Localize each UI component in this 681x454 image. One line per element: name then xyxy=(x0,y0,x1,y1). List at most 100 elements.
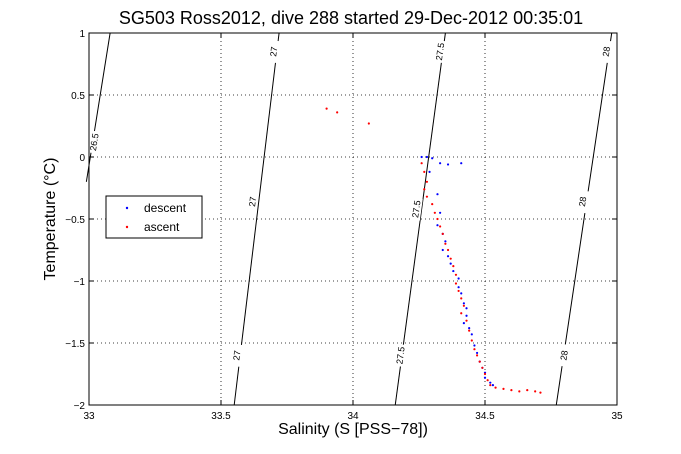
contour-label-group: 27 xyxy=(230,343,244,367)
ascent-point xyxy=(462,304,465,307)
contour-label: 27 xyxy=(247,196,258,207)
contour-label: 28 xyxy=(577,196,588,207)
axis-ticks: 33 33.5 34 34.5 35 −2 −1.5 −1 −0.5 0 0.5 1 xyxy=(65,29,623,422)
ascent-point xyxy=(433,211,436,214)
ascent-point xyxy=(441,232,444,235)
descent-point xyxy=(468,327,471,330)
legend-label-descent: descent xyxy=(144,201,187,215)
contour-label-group: 27.5 xyxy=(409,197,423,221)
contour-label-group: 28 xyxy=(557,343,571,368)
y-tick-label: −1 xyxy=(74,277,86,288)
contour-label-group: 28 xyxy=(576,190,590,214)
contour-label-group: 28 xyxy=(599,39,614,64)
ascent-point xyxy=(444,242,447,245)
descent-point xyxy=(452,269,455,273)
descent-point xyxy=(460,162,463,165)
ascent-point xyxy=(325,107,328,110)
ascent-point xyxy=(425,180,429,183)
contour-label-bg xyxy=(433,40,447,64)
ascent-point xyxy=(449,257,452,260)
ascent-point xyxy=(478,360,481,363)
descent-point xyxy=(483,376,487,379)
ascent-point xyxy=(454,273,458,276)
contour-label: 27.5 xyxy=(434,42,446,61)
contour-label: 27 xyxy=(231,350,242,361)
contour-label: 27.5 xyxy=(394,346,406,365)
legend: descent ascent xyxy=(105,195,203,239)
ascent-point xyxy=(425,195,429,198)
descent-point xyxy=(465,307,468,310)
ascent-point xyxy=(489,384,492,387)
ascent-point xyxy=(475,354,479,357)
ascent-point xyxy=(486,379,489,382)
descent-point xyxy=(436,224,439,227)
descent-point xyxy=(446,163,450,166)
contour-label: 27.5 xyxy=(410,200,422,219)
descent-point xyxy=(473,344,476,347)
descent-point xyxy=(420,155,423,159)
descent-point xyxy=(489,381,492,384)
descent-point xyxy=(491,384,495,387)
descent-point xyxy=(428,170,431,173)
contour-label-bg xyxy=(409,197,423,221)
ascent-point xyxy=(510,389,513,392)
ascent-point xyxy=(336,111,339,114)
ascent-point xyxy=(457,289,460,293)
contour-label-group: 27.5 xyxy=(394,343,407,367)
x-tick-label: 34.5 xyxy=(475,411,495,422)
contour-label-bg xyxy=(576,190,590,214)
contour-label-bg xyxy=(230,343,244,367)
x-tick-label: 34 xyxy=(347,411,359,422)
y-tick-label: 1 xyxy=(79,29,85,40)
legend-marker-ascent xyxy=(125,225,129,229)
density-contour-27-5 xyxy=(394,32,446,406)
x-tick-label: 33 xyxy=(83,411,95,422)
contour-label: 28 xyxy=(559,350,570,361)
ascent-point xyxy=(483,372,487,376)
descent-point xyxy=(465,314,468,317)
descent-point xyxy=(470,333,473,336)
x-tick-label: 35 xyxy=(611,411,623,422)
ascent-point xyxy=(460,312,463,315)
density-contours: 26.5 27 27 27 27.5 27.5 27.5 28 28 28 xyxy=(85,32,614,406)
y-axis-label: Temperature (°C) xyxy=(42,158,59,281)
legend-box xyxy=(105,195,203,239)
ascent-point xyxy=(534,390,537,393)
ascent-point xyxy=(420,162,423,165)
y-tick-label: −1.5 xyxy=(65,339,85,350)
ascent-point xyxy=(423,170,426,173)
descent-point xyxy=(431,157,434,160)
descent-point xyxy=(460,292,463,295)
ascent-point xyxy=(452,265,455,268)
y-tick-label: −2 xyxy=(74,401,86,412)
density-contour-28 xyxy=(555,32,613,406)
ascent-point xyxy=(481,366,484,369)
descent-point xyxy=(449,262,452,265)
contour-label-bg xyxy=(557,343,571,368)
ascent-point xyxy=(367,122,370,125)
descent-point xyxy=(439,162,442,165)
descent-point xyxy=(439,211,442,214)
descent-point xyxy=(444,240,447,243)
contour-label-group: 27.5 xyxy=(433,40,447,64)
ascent-point xyxy=(423,188,426,191)
ascent-point xyxy=(460,297,463,300)
descent-point xyxy=(425,155,429,159)
x-tick-label: 33.5 xyxy=(211,411,231,422)
ascent-point xyxy=(439,225,442,228)
y-tick-label: 0 xyxy=(79,153,85,164)
contour-label: 26.5 xyxy=(88,133,101,152)
descent-point xyxy=(441,248,444,252)
contour-label-bg xyxy=(394,343,407,367)
ascent-point xyxy=(473,348,476,351)
contour-label-group: 27 xyxy=(246,190,259,214)
contour-label: 28 xyxy=(601,46,612,57)
ascent-point xyxy=(470,339,473,342)
descent-point xyxy=(457,286,460,289)
ascent-point xyxy=(494,386,497,389)
contour-label-bg xyxy=(267,40,281,64)
legend-label-ascent: ascent xyxy=(144,220,180,234)
y-tick-label: 0.5 xyxy=(71,91,85,102)
density-contour-27 xyxy=(233,32,280,406)
